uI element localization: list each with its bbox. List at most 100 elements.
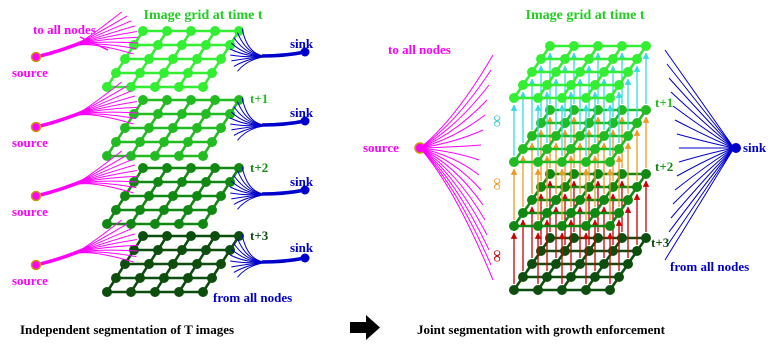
sink-link — [672, 147, 735, 205]
source-link — [419, 147, 494, 281]
left-sink-label: sink — [290, 105, 314, 120]
left-panel-grids — [102, 26, 244, 297]
grid-node — [542, 144, 552, 154]
left-grid-layer-0 — [102, 26, 244, 92]
grid-node — [518, 144, 528, 154]
left-source-label: source — [12, 65, 48, 80]
left-source-label: source — [12, 204, 48, 219]
sink-link — [261, 256, 306, 264]
grid-node — [614, 272, 624, 282]
grid-node — [192, 54, 202, 64]
grid-node — [225, 245, 235, 255]
grid-node — [153, 177, 163, 187]
grid-node — [216, 191, 226, 201]
source-node — [30, 121, 42, 133]
grid-node — [234, 95, 244, 105]
grid-node — [120, 191, 130, 201]
grid-node — [551, 259, 561, 269]
transition-arrow — [350, 315, 380, 340]
grid-node — [168, 123, 178, 133]
grid-node — [593, 41, 603, 51]
grid-node — [111, 137, 121, 147]
grid-node — [150, 82, 160, 92]
grid-node — [560, 54, 570, 64]
infinity-symbol-red: ∞ — [487, 250, 506, 262]
grid-node — [162, 26, 172, 36]
grid-node — [545, 41, 555, 51]
grid-node — [509, 285, 519, 295]
grid-node — [159, 205, 169, 215]
grid-node — [632, 246, 642, 256]
grid-node — [551, 131, 561, 141]
growth-arrows-2 — [510, 180, 650, 284]
left-grid-layer-2 — [102, 163, 244, 229]
left-sink-label: sink — [290, 36, 314, 51]
grid-node — [608, 54, 618, 64]
left-panel-title: Image grid at time t — [144, 8, 263, 23]
grid-node — [120, 123, 130, 133]
right-layer-label-t2: t+2 — [655, 159, 673, 174]
sink-link — [233, 175, 271, 195]
grid-node — [614, 144, 624, 154]
grid-node — [641, 169, 651, 179]
grid-node — [126, 82, 136, 92]
sink-link — [670, 147, 735, 219]
grid-node — [150, 219, 160, 229]
grid-node — [225, 177, 235, 187]
grid-node — [575, 131, 585, 141]
grid-node — [144, 123, 154, 133]
grid-node — [509, 157, 519, 167]
grid-node — [599, 131, 609, 141]
grid-node — [557, 157, 567, 167]
grid-node — [518, 208, 528, 218]
sink-node — [300, 185, 310, 195]
grid-node — [641, 105, 651, 115]
grid-node — [177, 177, 187, 187]
grid-node — [177, 109, 187, 119]
grid-node — [225, 40, 235, 50]
grid-node — [138, 231, 148, 241]
grid-node — [102, 82, 112, 92]
grid-node — [551, 67, 561, 77]
sink-node — [300, 47, 310, 57]
source-link — [419, 147, 490, 251]
grid-node — [216, 259, 226, 269]
sink-link — [668, 77, 735, 149]
grid-node — [162, 163, 172, 173]
source-link — [71, 44, 134, 55]
source-link — [419, 147, 486, 221]
left-panel-fans — [30, 11, 310, 278]
grid-node — [192, 259, 202, 269]
sink-link — [678, 147, 735, 163]
grid-node — [557, 285, 567, 295]
right-source-label: source — [363, 140, 399, 155]
grid-node — [590, 144, 600, 154]
grid-node — [159, 137, 169, 147]
grid-node — [111, 68, 121, 78]
grid-node — [542, 272, 552, 282]
grid-node — [162, 231, 172, 241]
grid-node — [135, 273, 145, 283]
left-sink-label: sink — [290, 174, 314, 189]
grid-node — [569, 41, 579, 51]
grid-node — [605, 221, 615, 231]
grid-node — [186, 163, 196, 173]
source-link — [419, 144, 482, 149]
grid-node — [617, 41, 627, 51]
right-layer-label-t3: t+3 — [651, 235, 670, 250]
grid-node — [623, 131, 633, 141]
grid-node — [210, 163, 220, 173]
sink-link — [676, 147, 735, 177]
grid-node — [641, 41, 651, 51]
grid-node — [138, 95, 148, 105]
grid-node — [174, 219, 184, 229]
grid-node — [198, 219, 208, 229]
grid-node — [590, 80, 600, 90]
right-caption: Joint segmentation with growth enforceme… — [417, 322, 666, 337]
grid-node — [177, 40, 187, 50]
sink-link — [674, 147, 735, 191]
grid-node — [599, 259, 609, 269]
grid-node — [210, 95, 220, 105]
source-node — [30, 51, 42, 63]
